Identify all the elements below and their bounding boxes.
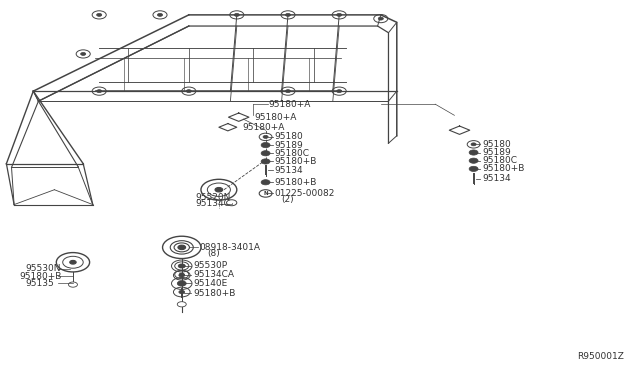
Text: 95134CA: 95134CA <box>193 270 234 279</box>
Text: 95180+A: 95180+A <box>254 113 296 122</box>
Text: 95180: 95180 <box>482 140 511 149</box>
Circle shape <box>261 151 270 156</box>
Text: 95134: 95134 <box>482 174 511 183</box>
Text: 95180: 95180 <box>275 132 303 141</box>
Circle shape <box>178 281 186 286</box>
Circle shape <box>97 90 102 93</box>
Text: (2): (2) <box>282 195 294 204</box>
Text: 95134C: 95134C <box>195 199 230 208</box>
Text: 95180C: 95180C <box>275 149 310 158</box>
Text: 95530N: 95530N <box>26 264 61 273</box>
Text: 95180+B: 95180+B <box>275 157 317 166</box>
Text: 01225-00082: 01225-00082 <box>275 189 335 198</box>
Text: 95530P: 95530P <box>193 262 227 270</box>
Circle shape <box>261 159 270 164</box>
Text: 95180+A: 95180+A <box>242 123 284 132</box>
Circle shape <box>97 13 102 16</box>
Circle shape <box>179 264 184 267</box>
Text: 08918-3401A: 08918-3401A <box>200 243 260 252</box>
Circle shape <box>285 13 291 16</box>
Circle shape <box>81 52 86 55</box>
Text: 95134: 95134 <box>275 166 303 175</box>
Circle shape <box>178 245 186 250</box>
Circle shape <box>178 264 186 268</box>
Text: 95189: 95189 <box>275 141 303 150</box>
Text: 95180+B: 95180+B <box>482 164 524 173</box>
Circle shape <box>234 13 239 16</box>
Circle shape <box>179 273 184 276</box>
Circle shape <box>70 260 76 264</box>
Circle shape <box>469 150 478 155</box>
Text: 95180+A: 95180+A <box>269 100 311 109</box>
Text: (8): (8) <box>207 249 220 258</box>
Circle shape <box>261 142 270 148</box>
Text: 95140E: 95140E <box>193 279 228 288</box>
Circle shape <box>471 143 476 146</box>
Text: 95180C: 95180C <box>482 156 517 165</box>
Circle shape <box>179 273 185 277</box>
Circle shape <box>469 158 478 163</box>
Text: N: N <box>263 191 268 196</box>
Circle shape <box>285 90 291 93</box>
Circle shape <box>186 90 191 93</box>
Text: R950001Z: R950001Z <box>577 352 624 361</box>
Circle shape <box>177 281 186 286</box>
Text: 95520N: 95520N <box>195 193 230 202</box>
Text: 95189: 95189 <box>482 148 511 157</box>
Text: 95135: 95135 <box>26 279 54 288</box>
Circle shape <box>261 180 270 185</box>
Circle shape <box>337 90 342 93</box>
Circle shape <box>469 166 478 171</box>
Circle shape <box>215 187 223 192</box>
Circle shape <box>378 17 383 20</box>
Circle shape <box>337 13 342 16</box>
Text: 95180+B: 95180+B <box>193 289 236 298</box>
Text: N: N <box>179 245 184 250</box>
Circle shape <box>157 13 163 16</box>
Text: 95180+B: 95180+B <box>19 272 61 280</box>
Text: 95180+B: 95180+B <box>275 178 317 187</box>
Circle shape <box>179 290 185 294</box>
Circle shape <box>263 135 268 138</box>
